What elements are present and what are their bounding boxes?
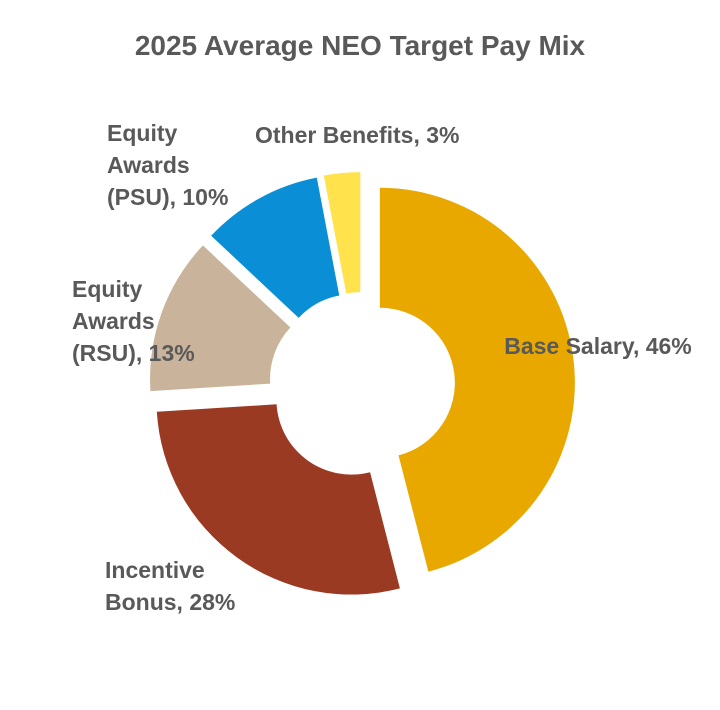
data-label: Other Benefits, 3% <box>255 122 460 148</box>
chart-title: 2025 Average NEO Target Pay Mix <box>135 30 586 61</box>
donut-slice <box>211 177 340 318</box>
donut-slice <box>150 245 291 392</box>
data-label: Equity Awards (RSU), 13% <box>72 276 195 366</box>
donut-slice <box>323 172 361 294</box>
data-label: Base Salary, 46% <box>504 333 692 359</box>
data-label: Equity Awards (PSU), 10% <box>107 120 228 210</box>
donut-slice <box>379 187 575 572</box>
data-label: Incentive Bonus, 28% <box>105 557 235 615</box>
donut-slice <box>156 404 400 595</box>
